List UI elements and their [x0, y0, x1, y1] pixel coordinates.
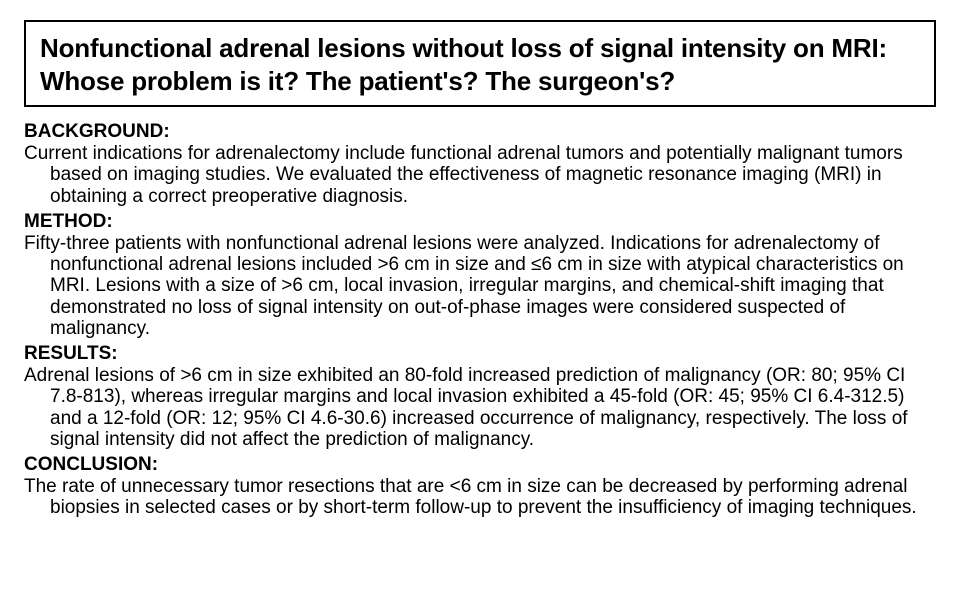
results-header: RESULTS: [24, 343, 936, 365]
conclusion-text: The rate of unnecessary tumor resections… [24, 476, 936, 519]
section-method: METHOD: Fifty-three patients with nonfun… [24, 211, 936, 339]
page-title: Nonfunctional adrenal lesions without lo… [40, 32, 920, 97]
results-text: Adrenal lesions of >6 cm in size exhibit… [24, 365, 936, 450]
section-results: RESULTS: Adrenal lesions of >6 cm in siz… [24, 343, 936, 450]
method-header: METHOD: [24, 211, 936, 233]
section-conclusion: CONCLUSION: The rate of unnecessary tumo… [24, 454, 936, 519]
conclusion-header: CONCLUSION: [24, 454, 936, 476]
background-text: Current indications for adrenalectomy in… [24, 143, 936, 207]
method-text: Fifty-three patients with nonfunctional … [24, 233, 936, 339]
title-box: Nonfunctional adrenal lesions without lo… [24, 20, 936, 107]
background-header: BACKGROUND: [24, 121, 936, 143]
section-background: BACKGROUND: Current indications for adre… [24, 121, 936, 207]
